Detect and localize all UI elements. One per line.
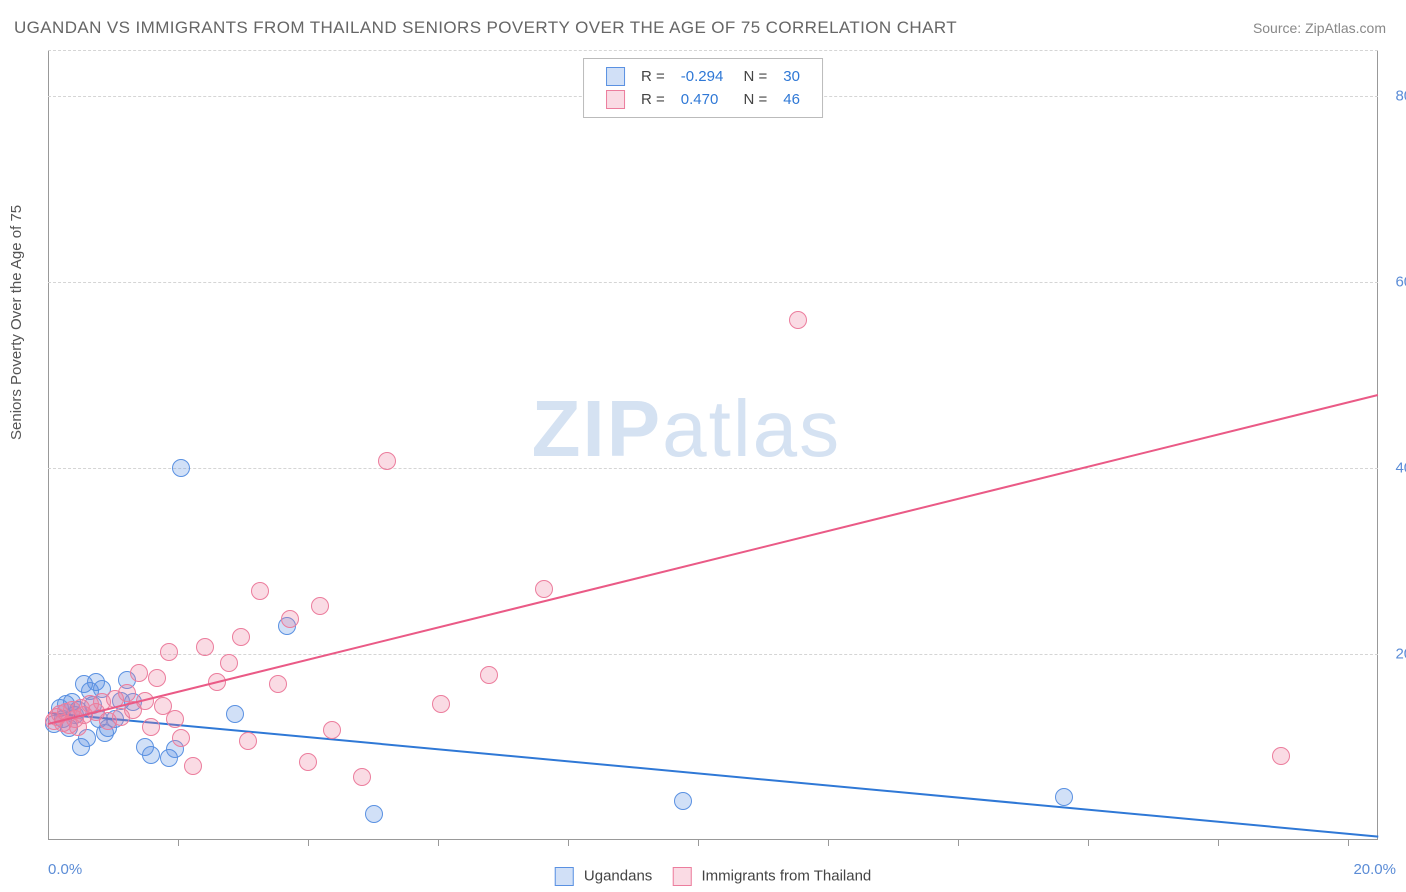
gridline xyxy=(48,50,1378,51)
x-origin-label: 0.0% xyxy=(48,861,82,878)
legend-swatch xyxy=(672,867,691,886)
gridline xyxy=(48,654,1378,655)
legend-row: R =0.470 N =46 xyxy=(598,88,808,111)
legend-label: Immigrants from Thailand xyxy=(697,867,871,884)
data-point xyxy=(172,459,190,477)
legend-swatch xyxy=(555,867,574,886)
data-point xyxy=(142,718,160,736)
x-tick xyxy=(308,840,309,846)
data-point xyxy=(232,628,250,646)
x-tick xyxy=(1218,840,1219,846)
scatter-plot: ZIPatlas 20.0%40.0%60.0%80.0% xyxy=(48,50,1378,840)
x-tick xyxy=(1088,840,1089,846)
data-point xyxy=(239,732,257,750)
data-point xyxy=(142,746,160,764)
x-tick xyxy=(1348,840,1349,846)
data-point xyxy=(535,580,553,598)
data-point xyxy=(789,311,807,329)
data-point xyxy=(378,452,396,470)
data-point xyxy=(166,710,184,728)
data-point xyxy=(148,669,166,687)
legend-row: R =-0.294 N =30 xyxy=(598,65,808,88)
x-max-label: 20.0% xyxy=(1353,861,1396,878)
series-legend: Ugandans Immigrants from Thailand xyxy=(535,867,872,886)
data-point xyxy=(299,753,317,771)
data-point xyxy=(480,666,498,684)
data-point xyxy=(323,721,341,739)
source-attribution: Source: ZipAtlas.com xyxy=(1253,20,1386,36)
data-point xyxy=(130,664,148,682)
data-point xyxy=(432,695,450,713)
y-tick-label: 80.0% xyxy=(1395,88,1406,105)
y-tick-label: 60.0% xyxy=(1395,274,1406,291)
data-point xyxy=(1055,788,1073,806)
trend-line xyxy=(48,712,1378,838)
x-axis xyxy=(48,839,1378,840)
data-point xyxy=(160,643,178,661)
data-point xyxy=(281,610,299,628)
data-point xyxy=(353,768,371,786)
x-tick xyxy=(178,840,179,846)
data-point xyxy=(172,729,190,747)
data-point xyxy=(226,705,244,723)
legend-swatch xyxy=(606,67,625,86)
data-point xyxy=(118,684,136,702)
x-tick xyxy=(958,840,959,846)
data-point xyxy=(184,757,202,775)
x-tick xyxy=(828,840,829,846)
gridline xyxy=(48,468,1378,469)
data-point xyxy=(196,638,214,656)
data-point xyxy=(1272,747,1290,765)
legend-swatch xyxy=(606,90,625,109)
correlation-legend: R =-0.294 N =30R =0.470 N =46 xyxy=(583,58,823,118)
watermark: ZIPatlas xyxy=(532,383,841,475)
x-tick xyxy=(698,840,699,846)
chart-title: UGANDAN VS IMMIGRANTS FROM THAILAND SENI… xyxy=(14,18,957,38)
y-tick-label: 40.0% xyxy=(1395,460,1406,477)
data-point xyxy=(674,792,692,810)
data-point xyxy=(365,805,383,823)
trend-line xyxy=(48,394,1378,725)
y-axis-label: Seniors Poverty Over the Age of 75 xyxy=(8,205,25,440)
x-tick xyxy=(568,840,569,846)
y-tick-label: 20.0% xyxy=(1395,646,1406,663)
data-point xyxy=(220,654,238,672)
data-point xyxy=(269,675,287,693)
gridline xyxy=(48,282,1378,283)
y-axis-right xyxy=(1377,50,1378,840)
x-tick xyxy=(438,840,439,846)
data-point xyxy=(311,597,329,615)
data-point xyxy=(251,582,269,600)
legend-label: Ugandans xyxy=(580,867,653,884)
